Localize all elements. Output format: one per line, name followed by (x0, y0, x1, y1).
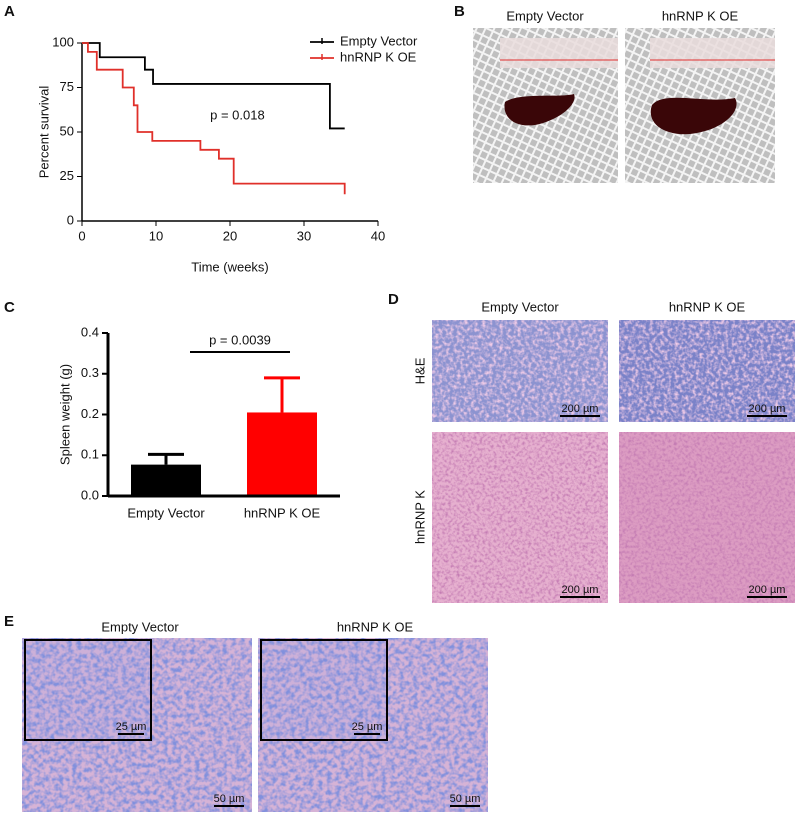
x-tick-label: 0 (78, 228, 85, 243)
annotation: p = 0.0039 (209, 332, 271, 347)
panel-b: B Empty Vector hnRNP K OE (454, 3, 775, 183)
legend-label: hnRNP K OE (340, 49, 417, 64)
y-tick-label: 0.1 (81, 447, 99, 462)
annotation: p = 0.018 (210, 107, 265, 122)
micrograph-texture (432, 320, 608, 422)
x-tick-label: hnRNP K OE (244, 505, 321, 520)
row-label: H&E (412, 357, 427, 384)
y-axis-label: Spleen weight (g) (57, 364, 72, 465)
micrograph-texture (619, 320, 795, 422)
column-label: hnRNP K OE (669, 299, 746, 314)
x-tick-label: 10 (149, 228, 163, 243)
row-label: hnRNP K (412, 490, 427, 544)
inset-texture (26, 641, 150, 739)
scale-label: 50 µm (214, 793, 245, 805)
micrograph-texture (432, 432, 608, 603)
column-label: Empty Vector (101, 619, 179, 634)
y-axis-label: Percent survival (36, 86, 51, 179)
scale-label: 25 µm (352, 721, 383, 733)
y-tick-label: 0 (67, 212, 74, 227)
y-tick-label: 75 (60, 79, 74, 94)
scale-label: 200 µm (562, 584, 599, 596)
scale-label: 200 µm (749, 584, 786, 596)
scale-label: 200 µm (562, 403, 599, 415)
y-tick-label: 0.0 (81, 487, 99, 502)
panel-e: E Empty Vector hnRNP K OE 25 µm 50 µm 25 µ… (4, 613, 488, 812)
photo (473, 28, 618, 183)
panel-label: A (4, 3, 15, 20)
scale-label: 25 µm (116, 721, 147, 733)
y-tick-label: 25 (60, 168, 74, 183)
y-tick-label: 0.4 (81, 324, 99, 339)
survival-line (82, 42, 345, 130)
column-label: hnRNP K OE (662, 8, 739, 23)
inset-texture (262, 641, 386, 739)
photo (625, 28, 775, 183)
y-tick-label: 100 (52, 34, 74, 49)
column-label: Empty Vector (506, 8, 584, 23)
y-tick-label: 50 (60, 123, 74, 138)
x-tick-label: 40 (371, 228, 385, 243)
bar (247, 412, 317, 496)
x-tick-label: 20 (223, 228, 237, 243)
y-tick-label: 0.2 (81, 406, 99, 421)
panel-d: D Empty Vector hnRNP K OE H&E hnRNP K 20… (388, 291, 795, 603)
scale-label: 50 µm (450, 793, 481, 805)
column-label: hnRNP K OE (337, 619, 414, 634)
panel-label: B (454, 3, 465, 20)
legend-label: Empty Vector (340, 33, 418, 48)
x-tick-label: 30 (297, 228, 311, 243)
micrograph-texture (619, 432, 795, 603)
panel-label: E (4, 613, 14, 630)
panel-label: D (388, 291, 399, 308)
x-tick-label: Empty Vector (127, 505, 205, 520)
x-axis-label: Time (weeks) (191, 259, 269, 274)
scale-label: 200 µm (749, 403, 786, 415)
column-label: Empty Vector (481, 299, 559, 314)
bar (131, 464, 201, 496)
survival-line (82, 42, 346, 195)
y-tick-label: 0.3 (81, 365, 99, 380)
panel-label: C (4, 299, 15, 316)
